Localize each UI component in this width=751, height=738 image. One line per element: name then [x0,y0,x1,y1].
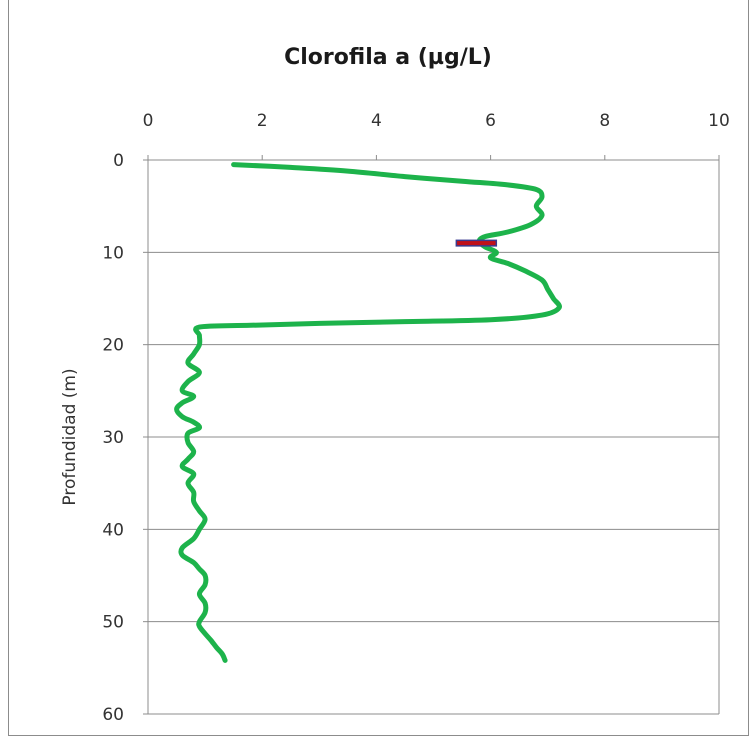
y-tick-label: 60 [102,705,124,725]
y-tick-label: 10 [102,243,124,263]
series-layer [174,162,562,663]
x-tick-label: 8 [599,111,610,131]
axes [143,155,720,715]
marker-rect [455,239,498,247]
gridlines [148,251,719,715]
y-tick-label: 0 [113,151,124,171]
x-tick-label: 10 [708,111,730,131]
x-tick-label: 2 [257,111,268,131]
chart: Clorofila a (µg/L) 0 2 4 6 8 100102030405060 … [60,45,730,725]
y-tick-label: 30 [102,428,124,448]
tick-labels: 0 2 4 6 8 10 0 10 20 30 40 50 60 [102,111,729,725]
y-axis-title: Profundidad (m) [60,368,80,505]
x-tick-label: 4 [371,111,382,131]
chart-frame: Clorofila a (µg/L) 0 2 4 6 8 10 0 10 20 30 40 50 60 … [8,0,749,736]
y-tick-label: 20 [102,336,124,356]
x-tick-label: 0 [143,111,154,131]
marker-layer [455,239,498,247]
chart-title: Clorofila a (µg/L) [284,45,492,70]
x-tick-label: 6 [485,111,496,131]
y-tick-label: 40 [102,520,124,540]
y-tick-label: 50 [102,613,124,633]
series-line [174,162,562,663]
